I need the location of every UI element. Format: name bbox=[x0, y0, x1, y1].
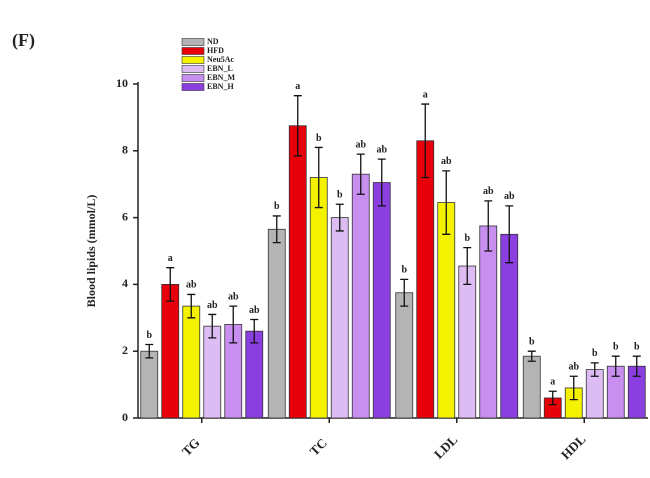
error-bar bbox=[356, 153, 365, 195]
error-bar bbox=[632, 355, 641, 377]
significance-letter: b bbox=[401, 265, 407, 276]
significance-letter: ab bbox=[441, 156, 452, 167]
significance-letter: ab bbox=[568, 362, 579, 373]
error-bar bbox=[400, 278, 409, 307]
y-tick-label: 6 bbox=[122, 209, 128, 223]
legend-swatch bbox=[181, 74, 205, 82]
significance-letter: ab bbox=[376, 144, 387, 155]
error-bar bbox=[463, 247, 472, 286]
significance-letter: b bbox=[592, 348, 598, 359]
bar bbox=[372, 182, 391, 419]
x-tick-label: TC bbox=[306, 435, 329, 458]
error-bar bbox=[229, 305, 238, 344]
legend-swatch bbox=[181, 65, 205, 73]
bar bbox=[522, 355, 541, 419]
error-bar bbox=[484, 200, 493, 252]
error-bar bbox=[145, 343, 154, 359]
error-bar bbox=[187, 293, 196, 319]
error-bar bbox=[548, 390, 557, 406]
error-bar bbox=[208, 313, 217, 339]
error-bar bbox=[377, 158, 386, 207]
error-bar bbox=[335, 203, 344, 232]
error-bar bbox=[590, 362, 599, 377]
bar bbox=[416, 140, 435, 419]
legend-label: ND bbox=[207, 37, 219, 46]
error-bar bbox=[527, 350, 536, 362]
error-bar bbox=[505, 205, 514, 264]
bar bbox=[267, 228, 286, 419]
significance-letter: b bbox=[316, 133, 322, 144]
significance-letter: b bbox=[337, 190, 343, 201]
significance-letter: a bbox=[550, 377, 555, 388]
bar bbox=[395, 292, 414, 419]
legend-label: EBN_M bbox=[207, 73, 235, 82]
significance-letter: b bbox=[634, 342, 640, 353]
bar bbox=[351, 173, 370, 419]
error-bar bbox=[569, 375, 578, 401]
legend-label: Neu5Ac bbox=[207, 55, 235, 64]
bar bbox=[140, 350, 159, 419]
error-bar bbox=[293, 95, 302, 157]
bar bbox=[479, 225, 498, 419]
significance-letter: ab bbox=[207, 300, 218, 311]
error-bar bbox=[442, 170, 451, 235]
bar bbox=[330, 217, 349, 419]
significance-letter: b bbox=[464, 233, 470, 244]
significance-letter: a bbox=[168, 253, 173, 264]
y-tick-label: 8 bbox=[122, 143, 128, 157]
x-tick-label: TG bbox=[179, 435, 203, 459]
bar bbox=[161, 283, 180, 419]
legend-label: EBN_L bbox=[207, 64, 233, 73]
error-bar bbox=[166, 267, 175, 302]
significance-letter: ab bbox=[228, 291, 239, 302]
y-axis-label: Blood lipids (mmol/L) bbox=[84, 195, 98, 308]
y-tick-label: 10 bbox=[116, 76, 128, 90]
significance-letter: ab bbox=[483, 186, 494, 197]
bar bbox=[182, 305, 201, 419]
error-bar bbox=[250, 318, 259, 344]
bar bbox=[245, 330, 264, 419]
legend-label: EBN_H bbox=[207, 82, 234, 91]
legend-label: HFD bbox=[207, 46, 224, 55]
significance-letter: b bbox=[274, 201, 280, 212]
significance-letter: b bbox=[613, 342, 619, 353]
significance-letter: b bbox=[529, 336, 535, 347]
significance-letter: ab bbox=[504, 191, 515, 202]
legend-swatch bbox=[181, 38, 205, 46]
x-tick-label: LDL bbox=[431, 432, 461, 462]
significance-letter: b bbox=[146, 330, 152, 341]
error-bar bbox=[314, 146, 323, 209]
bar bbox=[288, 125, 307, 419]
error-bar bbox=[421, 103, 430, 179]
legend-swatch bbox=[181, 83, 205, 91]
y-tick-label: 0 bbox=[122, 410, 128, 424]
bar bbox=[458, 265, 477, 419]
bar bbox=[309, 177, 328, 419]
y-tick-label: 2 bbox=[122, 343, 128, 357]
bar bbox=[203, 325, 222, 419]
significance-letter: ab bbox=[249, 305, 260, 316]
x-tick-label: HDL bbox=[558, 431, 589, 462]
significance-letter: ab bbox=[355, 139, 366, 150]
legend-swatch bbox=[181, 47, 205, 55]
significance-letter: a bbox=[295, 81, 300, 92]
significance-letter: ab bbox=[186, 280, 197, 291]
panel-label: (F) bbox=[12, 30, 35, 51]
legend-swatch bbox=[181, 56, 205, 64]
error-bar bbox=[272, 215, 281, 244]
y-tick-label: 4 bbox=[122, 276, 128, 290]
significance-letter: a bbox=[423, 89, 428, 100]
error-bar bbox=[611, 355, 620, 377]
